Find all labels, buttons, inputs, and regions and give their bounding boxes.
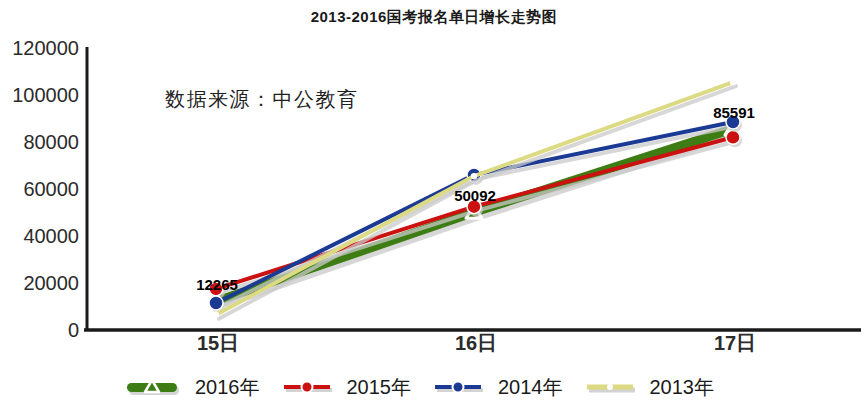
x-axis-category-label: 17日 (695, 332, 775, 354)
legend-label: 2016年 (195, 374, 260, 401)
legend-label: 2015年 (347, 374, 412, 401)
legend-item-2015年: 2015年 (282, 374, 412, 401)
legend-item-2014年: 2014年 (433, 374, 563, 401)
legend-marker-white-triangle-icon (126, 374, 182, 400)
legend-marker-white-dot-icon (585, 374, 637, 400)
chart-container: 2013-2016国考报名单日增长走势图 数据来源：中公教育 122655009… (0, 0, 868, 412)
data-label: 85591 (713, 104, 755, 121)
y-axis-tick-label: 60000 (0, 178, 79, 200)
data-label: 12265 (196, 276, 238, 293)
legend-marker-filled-circle-icon (433, 374, 485, 400)
circle-marker (209, 296, 223, 310)
legend-item-2016年: 2016年 (126, 374, 260, 401)
y-axis-tick-label: 20000 (0, 272, 79, 294)
y-axis-tick-label: 40000 (0, 225, 79, 247)
y-axis-tick-label: 80000 (0, 131, 79, 153)
y-axis-tick-label: 100000 (0, 84, 79, 106)
data-label: 50092 (454, 187, 496, 204)
legend-label: 2013年 (650, 374, 715, 401)
dot-marker (471, 173, 477, 179)
y-axis-tick-label: 0 (0, 319, 79, 341)
legend: 2016年 2015年 2014年 2013年 (126, 372, 736, 402)
x-axis-category-label: 16日 (436, 332, 516, 354)
legend-label: 2014年 (498, 374, 563, 401)
dot-marker (213, 312, 219, 318)
x-axis-category-label: 15日 (178, 332, 258, 354)
legend-item-2013年: 2013年 (585, 374, 715, 401)
y-axis-tick-label: 120000 (0, 37, 79, 59)
legend-marker-filled-circle-icon (282, 374, 334, 400)
dot-marker (730, 79, 736, 85)
circle-marker (726, 130, 740, 144)
